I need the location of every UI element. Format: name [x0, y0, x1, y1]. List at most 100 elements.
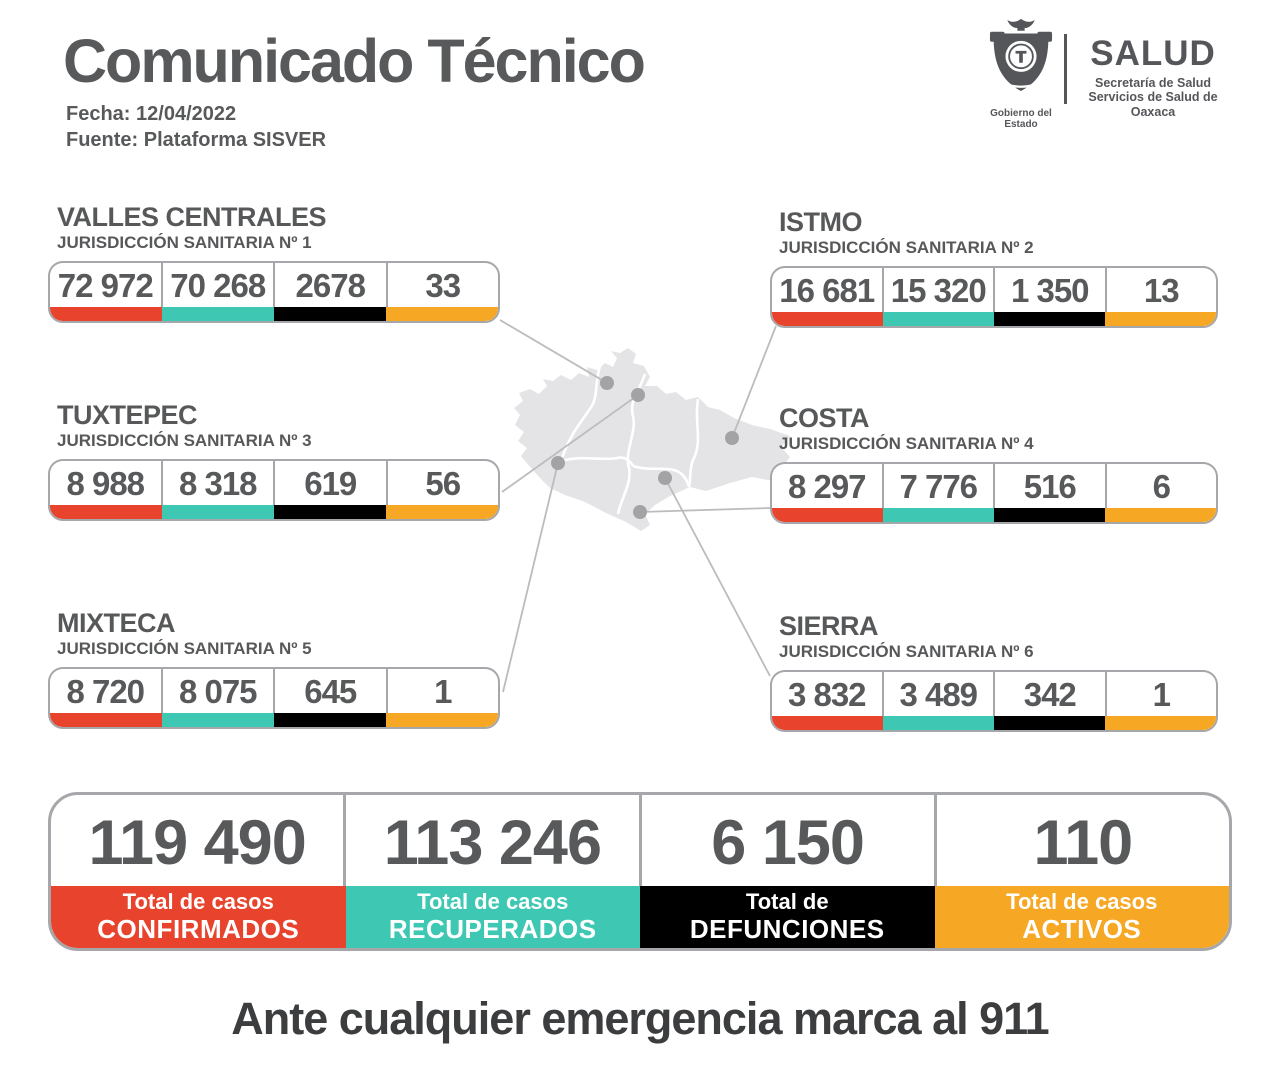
total-deaths-value: 6 150 — [638, 795, 934, 948]
total-label-line1: Total de — [745, 889, 829, 915]
recovered-bar — [162, 307, 274, 322]
active-bar — [1105, 508, 1216, 523]
active-bar — [386, 713, 498, 728]
region-stats-box: 8 720 8 075 645 1 — [48, 667, 500, 730]
stats-color-bar — [50, 505, 498, 520]
confirmed-bar — [50, 307, 162, 322]
logo-divider — [1064, 34, 1067, 104]
deaths-bar — [274, 307, 386, 322]
recovered-bar — [883, 312, 994, 327]
region-name: MIXTECA — [57, 608, 176, 638]
recovered-value: 3 489 — [881, 672, 994, 731]
active-bar — [386, 307, 498, 322]
region-block-valles-centrales: VALLES CENTRALES JURISDICCIÓN SANITARIA … — [48, 202, 500, 324]
region-stats-box: 8 988 8 318 619 56 — [48, 459, 500, 522]
map-dot-istmo — [725, 431, 739, 445]
total-confirmed-label: Total de casos CONFIRMADOS — [51, 886, 346, 948]
connector-tuxtepec — [501, 394, 639, 493]
active-value: 56 — [385, 461, 499, 520]
active-value: 13 — [1104, 268, 1217, 327]
region-stats-box: 16 681 15 320 1 350 13 — [770, 266, 1218, 329]
total-label-line2: ACTIVOS — [1022, 913, 1142, 944]
servicios-label: Servicios de Salud de Oaxaca — [1088, 90, 1218, 119]
confirmed-value: 72 972 — [57, 267, 154, 305]
deaths-value: 619 — [273, 461, 386, 520]
deaths-value: 645 — [273, 669, 386, 728]
state-crest-icon — [989, 18, 1053, 92]
region-jurisdiction: JURISDICCIÓN SANITARIA Nº 6 — [779, 642, 1034, 662]
confirmed-bar — [772, 312, 883, 327]
active-value: 1 — [1104, 672, 1217, 731]
total-label-line1: Total de casos — [1006, 889, 1158, 915]
gobierno-label: Gobierno del Estado — [990, 108, 1052, 130]
connector-valles-centrales — [499, 319, 608, 384]
recovered-value: 15 320 — [881, 268, 994, 327]
total-recovered-value: 113 246 — [343, 795, 638, 948]
map-dot-costa — [633, 505, 647, 519]
confirmed-bar — [772, 508, 883, 523]
active-value: 1 — [385, 669, 499, 728]
deaths-value: 342 — [993, 672, 1105, 731]
region-jurisdiction: JURISDICCIÓN SANITARIA Nº 2 — [779, 238, 1034, 258]
deaths-bar — [274, 505, 386, 520]
deaths-value: 2678 — [273, 263, 386, 322]
confirmed-value: 8 297 — [787, 468, 867, 506]
deaths-value: 516 — [993, 464, 1105, 523]
confirmed-value: 8 720 — [66, 673, 145, 711]
deaths-bar — [994, 716, 1105, 731]
stats-color-bar — [50, 307, 498, 322]
confirmed-value: 3 832 — [787, 676, 867, 714]
region-block-costa: COSTA JURISDICCIÓN SANITARIA Nº 4 8 297 … — [770, 403, 1218, 525]
region-block-istmo: ISTMO JURISDICCIÓN SANITARIA Nº 2 16 681… — [770, 207, 1218, 329]
total-confirmed-value: 119 490 — [88, 808, 306, 878]
region-jurisdiction: JURISDICCIÓN SANITARIA Nº 1 — [57, 233, 312, 253]
recovered-value: 70 268 — [160, 263, 274, 322]
region-block-sierra: SIERRA JURISDICCIÓN SANITARIA Nº 6 3 832… — [770, 611, 1218, 733]
oaxaca-state-silhouette — [514, 348, 791, 531]
confirmed-value: 16 681 — [779, 272, 875, 310]
total-label-line2: RECUPERADOS — [388, 913, 597, 944]
total-deaths-label: Total de DEFUNCIONES — [640, 886, 935, 948]
region-jurisdiction: JURISDICCIÓN SANITARIA Nº 4 — [779, 434, 1034, 454]
recovered-value: 8 075 — [160, 669, 274, 728]
region-name: TUXTEPEC — [57, 400, 198, 430]
region-block-tuxtepec: TUXTEPEC JURISDICCIÓN SANITARIA Nº 3 8 9… — [48, 400, 500, 522]
total-label-line1: Total de casos — [417, 889, 569, 915]
total-label-line1: Total de casos — [122, 889, 274, 915]
region-stats-box: 3 832 3 489 342 1 — [770, 670, 1218, 733]
total-label-line2: DEFUNCIONES — [689, 913, 885, 944]
deaths-bar — [274, 713, 386, 728]
total-active-value: 110 — [933, 795, 1229, 948]
recovered-bar — [883, 508, 994, 523]
connector-istmo — [731, 325, 777, 439]
region-jurisdiction: JURISDICCIÓN SANITARIA Nº 5 — [57, 639, 312, 659]
confirmed-bar — [50, 505, 162, 520]
confirmed-bar — [50, 713, 162, 728]
total-active-label: Total de casos ACTIVOS — [934, 886, 1229, 948]
region-name: ISTMO — [779, 207, 863, 237]
active-bar — [1105, 716, 1216, 731]
map-dot-valles-centrales — [600, 376, 614, 390]
totals-summary-bar: 119 490 113 246 6 150 110 Total de casos… — [48, 792, 1232, 951]
recovered-bar — [162, 713, 274, 728]
recovered-bar — [883, 716, 994, 731]
region-stats-box: 72 972 70 268 2678 33 — [48, 261, 500, 324]
state-crest-logo: Gobierno del Estado — [983, 18, 1059, 130]
total-recovered-label: Total de casos RECUPERADOS — [345, 886, 640, 948]
map-dots — [551, 376, 739, 519]
confirmed-value: 8 988 — [66, 465, 145, 503]
salud-logo-block: SALUD Secretaría de Salud Servicios de S… — [1077, 36, 1229, 119]
region-name: SIERRA — [779, 611, 879, 641]
active-bar — [386, 505, 498, 520]
recovered-bar — [162, 505, 274, 520]
active-value: 6 — [1104, 464, 1217, 523]
region-name: VALLES CENTRALES — [57, 202, 327, 232]
map-dot-sierra — [658, 471, 672, 485]
deaths-value: 1 350 — [993, 268, 1105, 327]
total-label-line2: CONFIRMADOS — [97, 913, 300, 944]
map-dot-tuxtepec — [631, 388, 645, 402]
deaths-bar — [994, 312, 1105, 327]
connector-lines — [499, 319, 777, 693]
